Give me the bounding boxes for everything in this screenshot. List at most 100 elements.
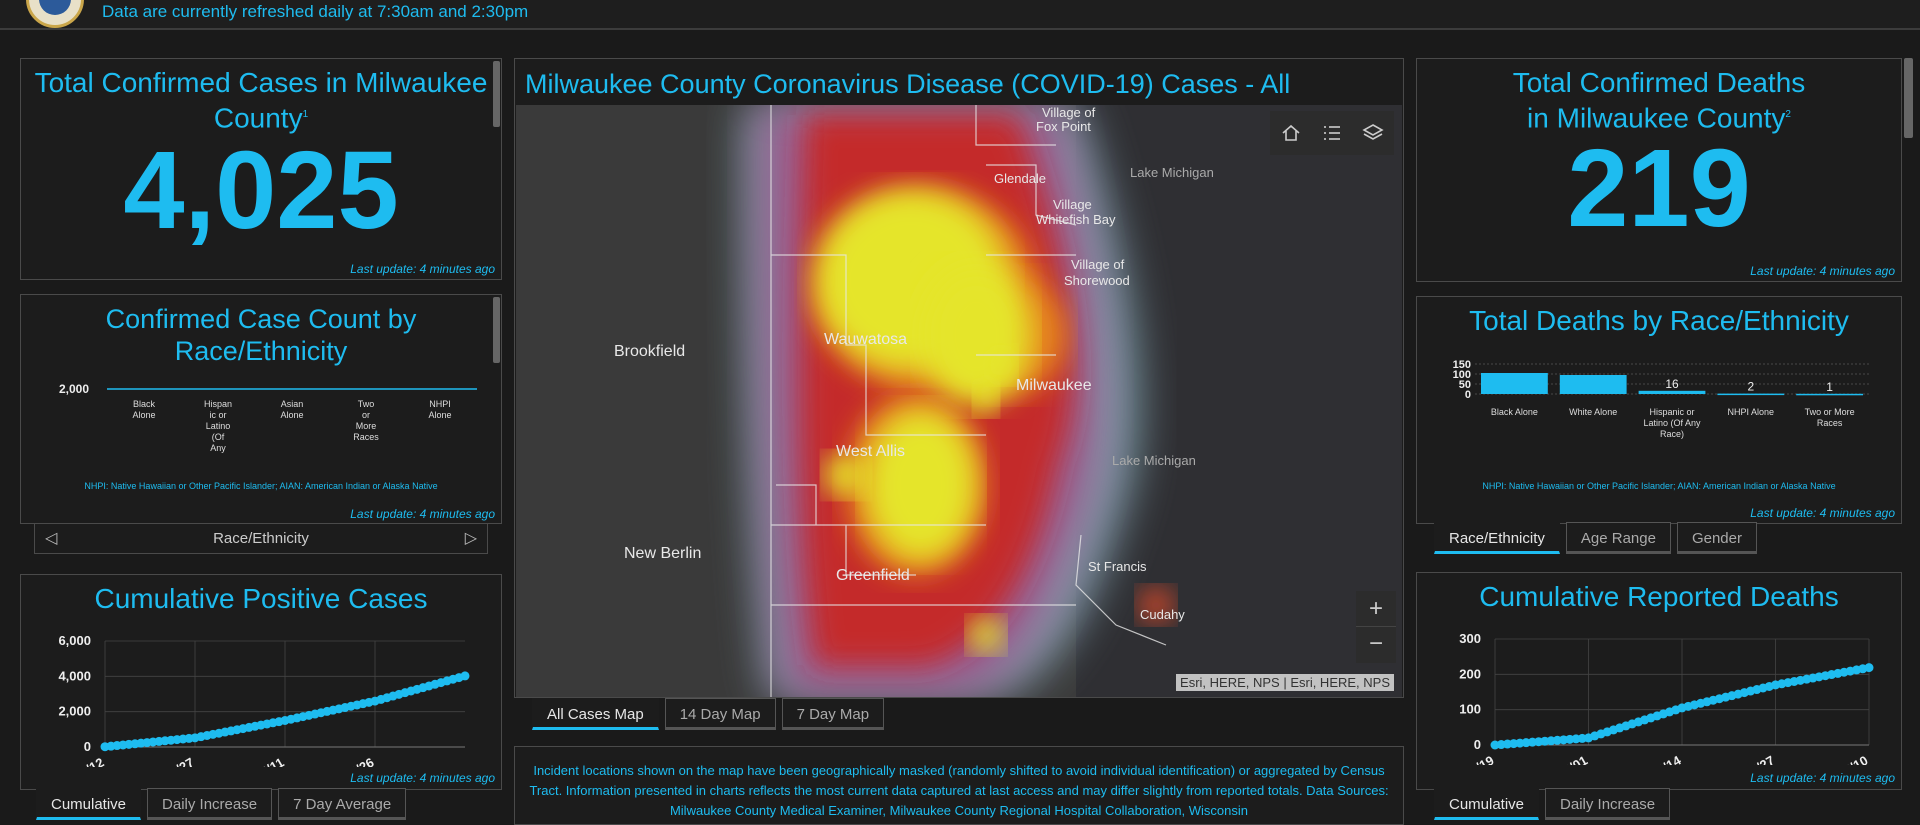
y-tick-label: 100 bbox=[1459, 702, 1481, 717]
x-tick-label-line: More bbox=[356, 421, 377, 431]
race-selector[interactable]: ◁ Race/Ethnicity ▷ bbox=[34, 524, 488, 554]
x-tick-label-line: Alone bbox=[132, 410, 155, 420]
x-tick-label: 4/27 bbox=[1748, 753, 1777, 765]
chevron-right-icon[interactable]: ▷ bbox=[464, 530, 477, 547]
home-icon[interactable] bbox=[1280, 122, 1302, 144]
map-label-shorewood-2: Shorewood bbox=[1064, 273, 1130, 288]
map-label-glendale: Glendale bbox=[994, 171, 1047, 186]
layers-icon[interactable] bbox=[1362, 122, 1384, 144]
x-tick-label-line: White Alone bbox=[1569, 407, 1617, 417]
panel-scrollbar[interactable] bbox=[493, 61, 500, 127]
y-tick-label: 0 bbox=[1474, 737, 1481, 752]
last-update: Last update: 4 minutes ago bbox=[1750, 771, 1895, 785]
chevron-left-icon[interactable]: ◁ bbox=[45, 530, 58, 547]
x-tick-label-line: Black bbox=[133, 399, 156, 409]
bar bbox=[1481, 373, 1548, 394]
y-tick-label: 4,000 bbox=[58, 668, 91, 683]
tab-cumulative[interactable]: Cumulative bbox=[36, 788, 142, 820]
tab-gender[interactable]: Gender bbox=[1676, 522, 1757, 554]
tab-7-day-map[interactable]: 7 Day Map bbox=[781, 698, 885, 730]
footnote-marker: 1 bbox=[302, 109, 309, 120]
heatmap-layer bbox=[746, 105, 1402, 697]
map-tabs: All Cases Map 14 Day Map 7 Day Map bbox=[532, 698, 885, 730]
case-race-note: NHPI: Native Hawaiian or Other Pacific I… bbox=[84, 481, 438, 491]
last-update: Last update: 4 minutes ago bbox=[1750, 506, 1895, 520]
zoom-controls: + − bbox=[1356, 591, 1396, 663]
map-label-st-francis: St Francis bbox=[1088, 559, 1147, 574]
map-label-west-allis: West Allis bbox=[836, 443, 906, 460]
total-cases-panel: Total Confirmed Cases in Milwaukee Count… bbox=[20, 58, 502, 280]
x-tick-label-line: Alone bbox=[428, 410, 451, 420]
disclaimer-text: Incident locations shown on the map have… bbox=[529, 763, 1389, 818]
x-tick-label: Two or More Races bbox=[1805, 407, 1855, 428]
y-tick-label: 300 bbox=[1459, 631, 1481, 646]
map-label-wauwatosa: Wauwatosa bbox=[824, 331, 907, 348]
race-selector-label: Race/Ethnicity bbox=[213, 530, 309, 547]
tab-7-day-average[interactable]: 7 Day Average bbox=[278, 788, 407, 820]
data-label: 16 bbox=[1665, 377, 1679, 391]
x-tick-label-line: Latino bbox=[206, 421, 231, 431]
x-tick-label: 3/27 bbox=[167, 755, 196, 767]
data-point bbox=[1864, 663, 1874, 673]
x-tick-label-line: ic or bbox=[209, 410, 226, 420]
x-tick-label-line: Hispanic or bbox=[1649, 407, 1694, 417]
tab-14-day-map[interactable]: 14 Day Map bbox=[664, 698, 776, 730]
x-tick-label: Black Alone bbox=[1491, 407, 1538, 417]
case-race-panel: Confirmed Case Count by Race/Ethnicity 2… bbox=[20, 294, 502, 524]
x-tick-label: 3/12 bbox=[77, 755, 106, 767]
list-icon[interactable] bbox=[1321, 122, 1343, 144]
x-tick-label: Hispanic or Latino (Of Any Race) bbox=[1643, 407, 1701, 439]
total-cases-title: Total Confirmed Cases in Milwaukee Count… bbox=[21, 67, 501, 134]
panel-scrollbar[interactable] bbox=[493, 297, 500, 363]
y-tick-label: 2,000 bbox=[58, 704, 91, 719]
x-tick-label: 4/11 bbox=[258, 755, 287, 767]
x-tick-label-line: Races bbox=[353, 432, 379, 442]
tab-cumulative[interactable]: Cumulative bbox=[1434, 788, 1540, 820]
x-tick-label-line: Races bbox=[1817, 418, 1843, 428]
x-tick-label-line: Asian bbox=[281, 399, 304, 409]
total-deaths-title-line2: in Milwaukee County2 bbox=[1417, 99, 1901, 134]
last-update: Last update: 4 minutes ago bbox=[350, 507, 495, 521]
tab-daily-increase[interactable]: Daily Increase bbox=[147, 788, 273, 820]
zoom-in-button[interactable]: + bbox=[1356, 591, 1396, 627]
total-deaths-value: 219 bbox=[1567, 127, 1751, 251]
total-deaths-title-text: in Milwaukee County bbox=[1527, 102, 1786, 134]
zoom-out-button[interactable]: − bbox=[1368, 630, 1383, 657]
y-tick-label: 0 bbox=[1465, 389, 1471, 401]
tab-all-cases-map[interactable]: All Cases Map bbox=[532, 698, 659, 730]
map-toolbar bbox=[1270, 111, 1394, 155]
x-tick-label-line: Black Alone bbox=[1491, 407, 1538, 417]
x-tick-label-line: or bbox=[362, 410, 370, 420]
bar bbox=[1796, 393, 1863, 396]
x-tick-label-line: Race) bbox=[1660, 429, 1684, 439]
last-update: Last update: 4 minutes ago bbox=[350, 771, 495, 785]
x-tick-label-line: Two or More bbox=[1805, 407, 1855, 417]
map-label-whitefish-bay-1: Village bbox=[1053, 197, 1092, 212]
right-scrollbar[interactable] bbox=[1904, 58, 1913, 138]
x-tick-label: White Alone bbox=[1569, 407, 1617, 417]
deaths-race-note: NHPI: Native Hawaiian or Other Pacific I… bbox=[1482, 481, 1836, 491]
x-tick-label-line: Hispan bbox=[204, 399, 232, 409]
map-view[interactable]: Brookfield New Berlin Wauwatosa West All… bbox=[516, 105, 1402, 697]
tab-race-ethnicity[interactable]: Race/Ethnicity bbox=[1434, 522, 1560, 554]
map-attribution[interactable]: Esri, HERE, NPS | Esri, HERE, NPS bbox=[1176, 674, 1394, 691]
cum-cases-tabs: Cumulative Daily Increase 7 Day Average bbox=[36, 788, 407, 820]
x-tick-label-line: Any bbox=[210, 443, 226, 453]
x-tick-label-line: Alone bbox=[280, 410, 303, 420]
disclaimer-panel: Incident locations shown on the map have… bbox=[514, 746, 1404, 825]
data-label: 1 bbox=[1826, 380, 1833, 394]
footnote-marker: 2 bbox=[1785, 109, 1791, 120]
tab-daily-increase[interactable]: Daily Increase bbox=[1545, 788, 1671, 820]
cum-deaths-panel: Cumulative Reported Deaths 0 100 200 300 3/1… bbox=[1416, 572, 1902, 790]
y-tick-label: 200 bbox=[1459, 666, 1481, 681]
cum-cases-title: Cumulative Positive Cases bbox=[94, 583, 428, 614]
total-deaths-title-line1: Total Confirmed Deaths bbox=[1512, 67, 1806, 98]
map-label-greenfield: Greenfield bbox=[836, 567, 910, 584]
map-label-milwaukee: Milwaukee bbox=[1016, 377, 1092, 394]
y-tick-label: 2,000 bbox=[59, 382, 89, 396]
tab-age-range[interactable]: Age Range bbox=[1565, 522, 1671, 554]
map-label-fox-point-1: Village of bbox=[1042, 105, 1096, 120]
map-title: Milwaukee County Coronavirus Disease (CO… bbox=[525, 69, 1291, 99]
